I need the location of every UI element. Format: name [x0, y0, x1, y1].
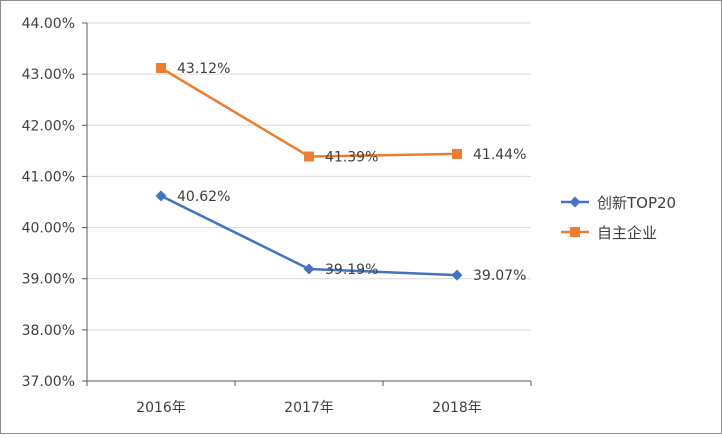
diamond-marker — [155, 190, 167, 202]
data-label: 39.07% — [473, 268, 526, 284]
series-line-2 — [160, 66, 458, 158]
data-labels: 40.62% 39.19% 39.07% 43.12% 41.39% 41.44% — [177, 61, 526, 284]
y-tick-labels: 37.00% 38.00% 39.00% 40.00% 41.00% 42.00% 43.0… — [22, 16, 75, 390]
legend-square-marker — [570, 227, 580, 237]
data-label: 41.39% — [325, 149, 378, 165]
series-lines — [160, 66, 458, 277]
diamond-marker — [451, 269, 463, 281]
square-marker — [452, 148, 462, 159]
y-tick-label: 43.00% — [22, 67, 75, 83]
legend: 创新TOP20 自主企业 — [561, 194, 676, 242]
x-tick-label: 2017年 — [284, 400, 334, 416]
series-line-1 — [160, 194, 458, 277]
x-tick-label: 2016年 — [136, 400, 186, 416]
data-label: 39.19% — [325, 262, 378, 278]
gridlines — [87, 22, 531, 382]
x-tick-label: 2018年 — [432, 400, 482, 416]
legend-label: 自主企业 — [597, 224, 657, 242]
diamond-marker — [303, 263, 315, 275]
x-tick-labels: 2016年 2017年 2018年 — [136, 400, 482, 416]
y-tick-label: 38.00% — [22, 323, 75, 339]
square-marker — [304, 151, 314, 162]
axes — [82, 22, 532, 386]
y-tick-label: 42.00% — [22, 118, 75, 134]
legend-diamond-marker — [569, 196, 581, 208]
y-tick-label: 37.00% — [22, 374, 75, 390]
y-tick-label: 39.00% — [22, 272, 75, 288]
y-tick-label: 41.00% — [22, 169, 75, 185]
data-label: 43.12% — [177, 61, 230, 77]
y-tick-label: 44.00% — [22, 16, 75, 32]
square-marker — [156, 63, 166, 74]
series-markers — [155, 63, 463, 281]
legend-label: 创新TOP20 — [597, 194, 676, 212]
data-label: 41.44% — [473, 147, 526, 163]
y-tick-label: 40.00% — [22, 221, 75, 237]
data-label: 40.62% — [177, 189, 230, 205]
